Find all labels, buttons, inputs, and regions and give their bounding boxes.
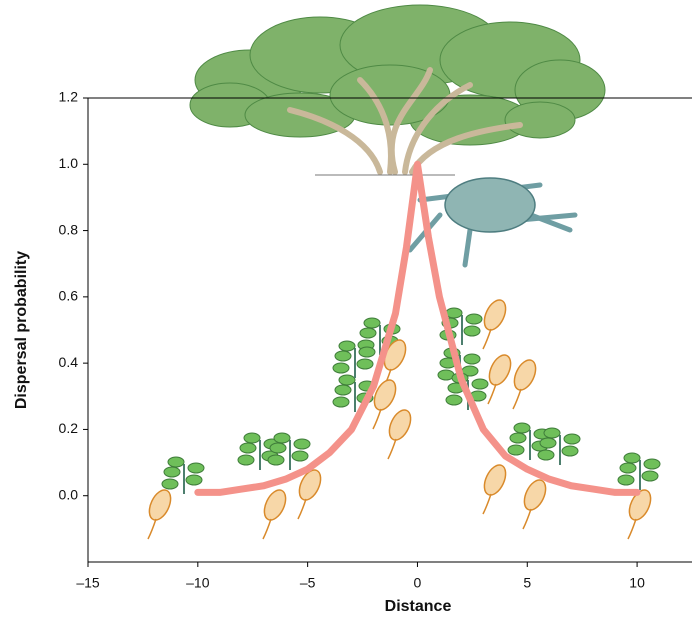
seedling-leaf [338,374,356,386]
larva-body [523,479,547,511]
larva-tail [522,508,532,530]
larva-tail [487,383,497,405]
x-tick-label: 0 [414,575,422,591]
y-tick-label: 0.6 [59,288,79,304]
seedling-leaf [513,422,531,434]
seedling-leaf [273,432,291,444]
seedling-leaf [163,466,181,478]
seedling-leaf [643,458,661,470]
seedling-leaf [243,432,261,444]
larva-tail [512,388,522,410]
seedling-leaf [269,442,287,454]
y-tick-label: 0.8 [59,221,79,237]
larva-tail [372,408,382,430]
seedling-leaf [471,378,489,390]
seedling-leaf [237,454,255,466]
seedling-leaf [539,437,557,449]
larva-body [628,489,652,521]
larva-tail [482,493,492,515]
larva-tail [262,518,272,540]
seedling-leaf [356,358,374,370]
x-tick-label: 10 [629,575,645,591]
x-tick-label: –5 [300,575,316,591]
seedling-leaf [332,396,350,408]
larva-body [488,354,512,386]
seedling-leaf [359,327,377,339]
seedling-leaf [641,470,659,482]
crab-leg [462,227,473,268]
y-tick-label: 1.0 [59,155,79,171]
y-axis-label: Dispersal probability [13,251,30,409]
x-tick-label: –15 [76,575,100,591]
y-tick-label: 1.2 [59,89,79,105]
seedling-leaf [332,362,350,374]
larva-tail [297,498,307,520]
y-tick-label: 0.0 [59,486,79,502]
seedling-leaf [537,449,555,461]
seedling-leaf [161,478,179,490]
tree-branch [402,82,473,175]
seedling-leaf [465,313,483,325]
seedling-leaf [619,462,637,474]
tree-canopy [504,101,576,139]
seedling-leaf [463,353,481,365]
seedling-leaf [563,433,581,445]
illustration [147,4,661,540]
seedling-leaf [509,432,527,444]
larva-tail [627,518,637,540]
y-tick-label: 0.2 [59,420,79,436]
x-axis-label: Distance [385,598,452,615]
y-tick-label: 0.4 [59,354,79,370]
larva-body [483,299,507,331]
seedling-leaf [291,450,309,462]
tree-branch [388,67,433,175]
larva-body [483,464,507,496]
seedling-leaf [239,442,257,454]
seedling-leaf [561,445,579,457]
seedling-leaf [187,462,205,474]
seedling-leaf [334,384,352,396]
larva-body [298,469,322,501]
seedling-leaf [293,438,311,450]
seedling-leaf [507,444,525,456]
larva-body [373,379,397,411]
seedling-leaf [363,317,381,329]
dispersal-curve [194,160,641,496]
seedling-leaf [463,325,481,337]
x-tick-label: 5 [523,575,531,591]
seedling-leaf [445,307,463,319]
seedling-leaf [623,452,641,464]
seedling-leaf [185,474,203,486]
seedling-leaf [167,456,185,468]
larva-tail [482,328,492,350]
seedling-leaf [334,350,352,362]
seedling-leaf [617,474,635,486]
x-tick-label: –10 [186,575,210,591]
crab-body [444,177,536,233]
seedling-leaf [267,454,285,466]
seedling-leaf [445,394,463,406]
larva-body [263,489,287,521]
tree-branch [287,107,383,175]
larva-body [388,409,412,441]
seedling-leaf [358,346,376,358]
larva-tail [387,438,397,460]
larva-tail [147,518,157,540]
larva-body [148,489,172,521]
seedling-leaf [543,427,561,439]
seedling-leaf [338,340,356,352]
larva-body [513,359,537,391]
